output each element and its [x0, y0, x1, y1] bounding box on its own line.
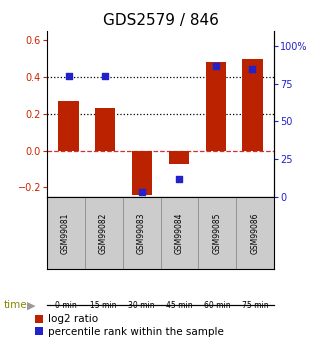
- Point: [250, 66, 255, 71]
- Text: 0 min: 0 min: [55, 301, 76, 310]
- Bar: [95, 108, 116, 151]
- Text: GSM99083: GSM99083: [137, 212, 146, 254]
- Point: [103, 73, 108, 79]
- Text: 45 min: 45 min: [166, 301, 193, 310]
- Text: GSM99081: GSM99081: [61, 212, 70, 254]
- Text: time: time: [3, 300, 27, 310]
- Text: 75 min: 75 min: [242, 301, 269, 310]
- Bar: [84, 197, 123, 269]
- Point: [176, 176, 181, 181]
- Bar: [205, 62, 226, 151]
- Bar: [58, 101, 79, 151]
- Title: GDS2579 / 846: GDS2579 / 846: [103, 13, 218, 29]
- Bar: [237, 197, 274, 269]
- Bar: [242, 59, 263, 151]
- Bar: [160, 197, 198, 269]
- Bar: [47, 197, 84, 269]
- Bar: [132, 151, 152, 195]
- Text: 30 min: 30 min: [128, 301, 155, 310]
- Text: 15 min: 15 min: [90, 301, 117, 310]
- Point: [140, 189, 145, 195]
- Text: 60 min: 60 min: [204, 301, 231, 310]
- Bar: [169, 151, 189, 164]
- Point: [66, 73, 71, 79]
- Text: ▶: ▶: [27, 300, 36, 310]
- Text: GSM99085: GSM99085: [213, 212, 222, 254]
- Text: GSM99086: GSM99086: [251, 212, 260, 254]
- Bar: [123, 197, 160, 269]
- Text: GSM99082: GSM99082: [99, 212, 108, 254]
- Legend: log2 ratio, percentile rank within the sample: log2 ratio, percentile rank within the s…: [34, 313, 225, 338]
- Bar: [198, 197, 237, 269]
- Text: GSM99084: GSM99084: [175, 212, 184, 254]
- Point: [213, 63, 218, 68]
